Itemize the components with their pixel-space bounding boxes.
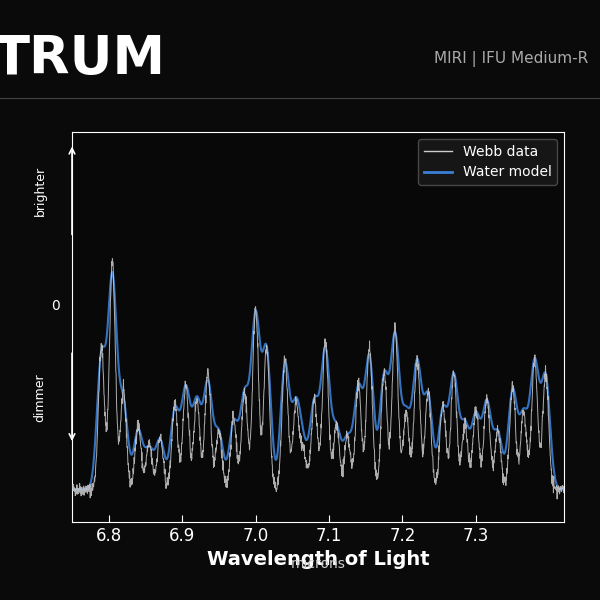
Text: MIRI | IFU Medium-R: MIRI | IFU Medium-R [434,51,588,67]
X-axis label: Wavelength of Light: Wavelength of Light [206,550,430,569]
Text: 0: 0 [51,299,60,313]
Legend: Webb data, Water model: Webb data, Water model [418,139,557,185]
Text: TRUM: TRUM [0,33,166,85]
Text: brighter: brighter [34,166,47,215]
Text: dimmer: dimmer [34,373,47,422]
Text: microns: microns [290,557,346,571]
